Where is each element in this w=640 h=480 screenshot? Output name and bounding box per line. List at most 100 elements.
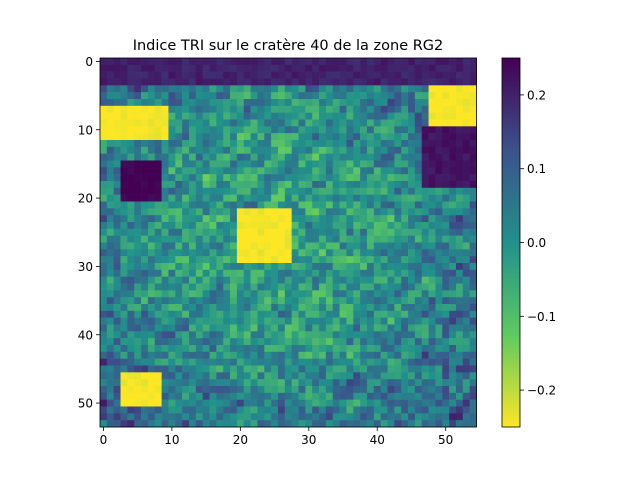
heatmap-cell: [236, 228, 245, 236]
heatmap-cell: [353, 283, 361, 291]
heatmap-cell: [154, 133, 162, 141]
heatmap-cell: [100, 406, 108, 414]
heatmap-cell: [168, 140, 176, 148]
heatmap-cell: [271, 283, 279, 291]
heatmap-cell: [387, 140, 395, 148]
heatmap-cell: [435, 324, 443, 332]
heatmap-cell: [319, 215, 327, 223]
heatmap-cell: [264, 85, 272, 93]
heatmap-cell: [250, 167, 258, 175]
heatmap-cell: [154, 406, 162, 414]
heatmap-cell: [325, 290, 334, 298]
heatmap-cell: [428, 269, 436, 277]
heatmap-cell: [168, 201, 176, 209]
heatmap-cell: [291, 215, 299, 223]
heatmap-cell: [462, 372, 470, 380]
heatmap-cell: [305, 235, 313, 243]
heatmap-cell: [154, 64, 162, 72]
heatmap-cell: [401, 160, 409, 168]
colorbar-tick-label: −0.1: [527, 310, 556, 324]
heatmap-cell: [154, 420, 162, 428]
heatmap-cell: [175, 358, 183, 366]
heatmap-cell: [339, 133, 347, 141]
heatmap-cell: [387, 276, 395, 284]
heatmap-cell: [216, 78, 224, 86]
heatmap-cell: [161, 146, 169, 154]
heatmap-cell: [408, 304, 416, 312]
heatmap-cell: [305, 276, 313, 284]
heatmap-cell: [353, 379, 361, 387]
heatmap-cell: [455, 392, 464, 400]
heatmap-cell: [360, 85, 368, 93]
heatmap-cell: [298, 324, 306, 332]
heatmap-cell: [284, 194, 292, 202]
heatmap-cell: [113, 133, 121, 141]
heatmap-cell: [284, 92, 292, 100]
heatmap-cell: [134, 71, 142, 79]
heatmap-cell: [353, 242, 361, 250]
heatmap-cell: [236, 58, 245, 66]
heatmap-cell: [414, 324, 423, 332]
heatmap-cell: [216, 153, 224, 161]
heatmap-cell: [449, 119, 457, 127]
heatmap-cell: [195, 365, 203, 373]
heatmap-cell: [469, 215, 477, 223]
heatmap-cell: [366, 112, 375, 120]
heatmap-cell: [325, 222, 334, 230]
heatmap-cell: [209, 119, 217, 127]
heatmap-cell: [141, 249, 149, 257]
heatmap-cell: [250, 235, 258, 243]
heatmap-cell: [449, 174, 457, 182]
heatmap-cell: [216, 146, 224, 154]
heatmap-cell: [216, 276, 224, 284]
heatmap-cell: [188, 338, 197, 346]
heatmap-cell: [168, 146, 176, 154]
heatmap-cell: [175, 112, 183, 120]
heatmap-cell: [366, 64, 375, 72]
heatmap-cell: [271, 64, 279, 72]
heatmap-cell: [428, 365, 436, 373]
heatmap-cell: [332, 78, 340, 86]
heatmap-cell: [250, 263, 258, 271]
heatmap-cell: [223, 242, 231, 250]
heatmap-cell: [188, 235, 197, 243]
heatmap-cell: [236, 331, 245, 339]
heatmap-cell: [387, 181, 395, 189]
heatmap-cell: [325, 105, 334, 113]
heatmap-cell: [291, 78, 299, 86]
heatmap-cell: [120, 58, 128, 66]
heatmap-cell: [175, 420, 183, 428]
heatmap-cell: [339, 235, 347, 243]
heatmap-cell: [325, 215, 334, 223]
heatmap-cell: [271, 358, 279, 366]
heatmap-cell: [428, 78, 436, 86]
heatmap-cell: [271, 290, 279, 298]
heatmap-cell: [257, 276, 265, 284]
heatmap-cell: [394, 269, 402, 277]
heatmap-cell: [168, 119, 176, 127]
heatmap-cell: [380, 331, 388, 339]
heatmap-cell: [449, 413, 457, 421]
heatmap-cell: [195, 263, 203, 271]
heatmap-cell: [394, 290, 402, 298]
heatmap-cell: [284, 99, 292, 107]
heatmap-cell: [284, 324, 292, 332]
heatmap-cell: [230, 92, 238, 100]
heatmap-cell: [223, 119, 231, 127]
heatmap-cell: [401, 276, 409, 284]
heatmap-cell: [449, 276, 457, 284]
heatmap-cell: [339, 386, 347, 394]
heatmap-cell: [175, 406, 183, 414]
heatmap-cell: [455, 324, 464, 332]
heatmap-cell: [455, 222, 464, 230]
heatmap-cell: [161, 119, 169, 127]
heatmap-cell: [421, 249, 429, 257]
heatmap-cell: [435, 64, 443, 72]
heatmap-cell: [291, 187, 299, 195]
heatmap-cell: [147, 174, 156, 182]
heatmap-cell: [291, 317, 299, 325]
heatmap-cell: [353, 256, 361, 264]
heatmap-cell: [134, 181, 142, 189]
heatmap-cell: [332, 420, 340, 428]
heatmap-cell: [435, 338, 443, 346]
